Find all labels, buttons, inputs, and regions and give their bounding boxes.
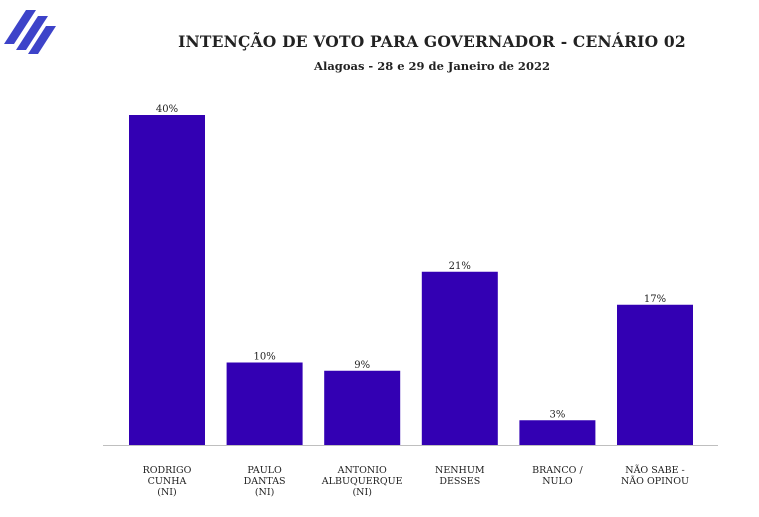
category-tick-label: NÃO SABE -NÃO OPINOU bbox=[621, 464, 689, 487]
logo-stripe bbox=[16, 16, 48, 50]
bar bbox=[421, 271, 498, 445]
data-label: 3% bbox=[549, 409, 565, 420]
data-label: 40% bbox=[156, 104, 178, 115]
chart-subtitle: Alagoas - 28 e 29 de Janeiro de 2022 bbox=[314, 59, 550, 73]
category-tick-label: PAULO DANTAS (NI) bbox=[244, 465, 286, 498]
data-label: 17% bbox=[644, 294, 666, 305]
data-label: 21% bbox=[449, 261, 471, 272]
chart-title: INTENÇÃO DE VOTO PARA GOVERNADOR - CENÁR… bbox=[178, 32, 686, 51]
category-tick-label: ANTONIO ALBUQUERQUE (NI) bbox=[321, 465, 403, 498]
category-tick-label: BRANCO / NULO bbox=[532, 465, 583, 487]
bar bbox=[129, 115, 205, 445]
logo-stripe bbox=[28, 26, 56, 54]
bar bbox=[226, 362, 303, 445]
company-logo-icon bbox=[4, 10, 56, 54]
bar bbox=[617, 304, 693, 445]
bar bbox=[324, 370, 401, 445]
category-tick-label: RODRIGO CUNHA (NI) bbox=[143, 465, 192, 498]
data-label: 10% bbox=[253, 352, 275, 363]
logo-stripe bbox=[4, 10, 36, 44]
category-tick-label: NENHUM DESSES bbox=[435, 465, 485, 487]
data-label: 9% bbox=[354, 360, 370, 371]
bar bbox=[519, 420, 596, 445]
